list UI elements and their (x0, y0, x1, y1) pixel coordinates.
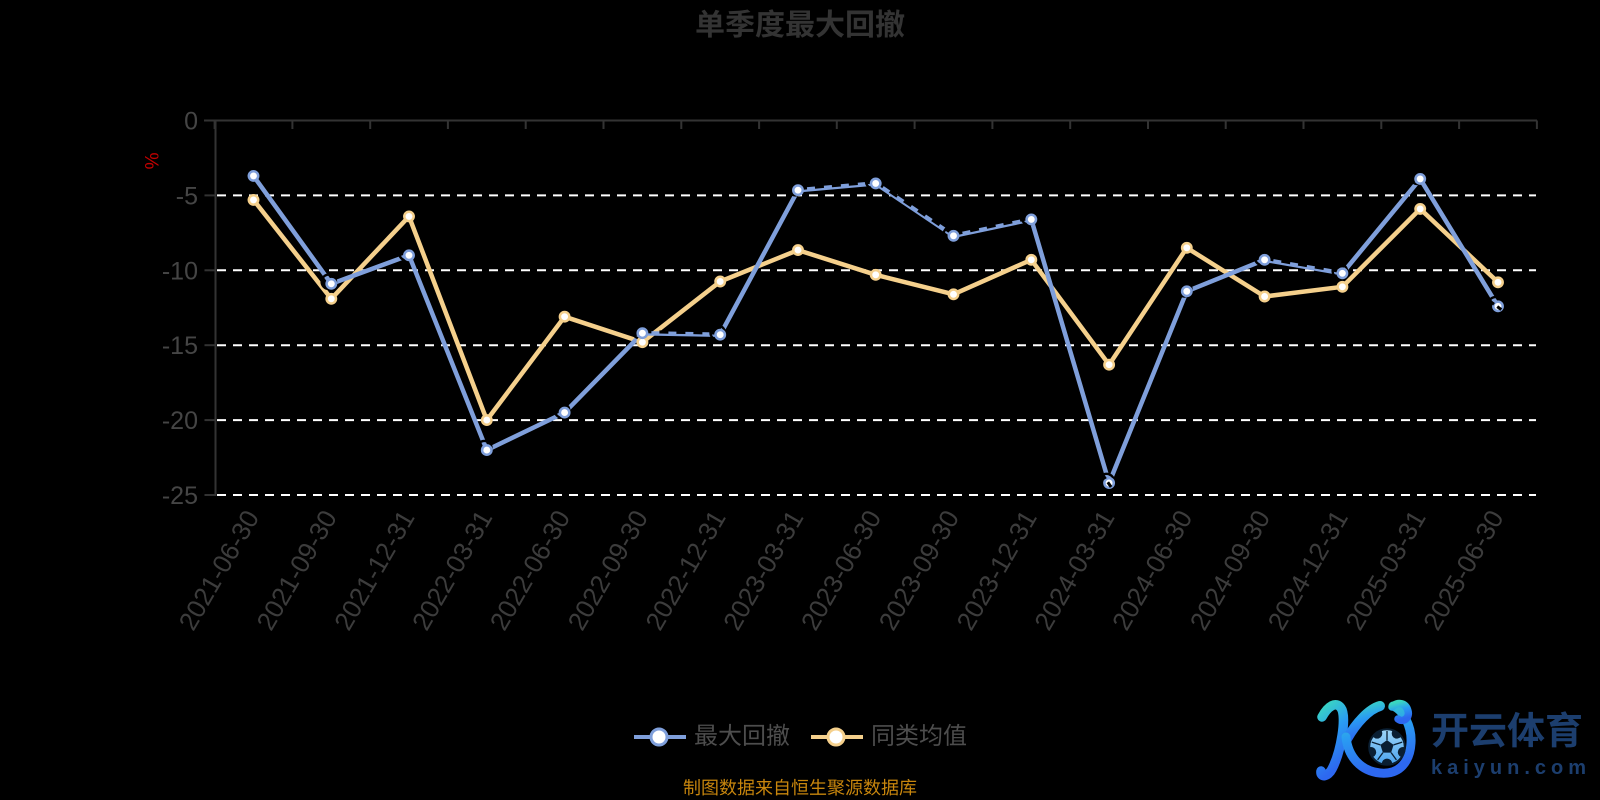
svg-text:0: 0 (184, 108, 198, 136)
svg-text:-10: -10 (162, 257, 198, 285)
svg-text:%: % (140, 153, 161, 170)
svg-text:-15: -15 (162, 332, 198, 360)
svg-text:kaiyun.com: kaiyun.com (1431, 757, 1591, 779)
svg-text:-25: -25 (162, 482, 198, 510)
svg-text:-5: -5 (176, 182, 198, 210)
svg-text:-20: -20 (162, 407, 198, 435)
